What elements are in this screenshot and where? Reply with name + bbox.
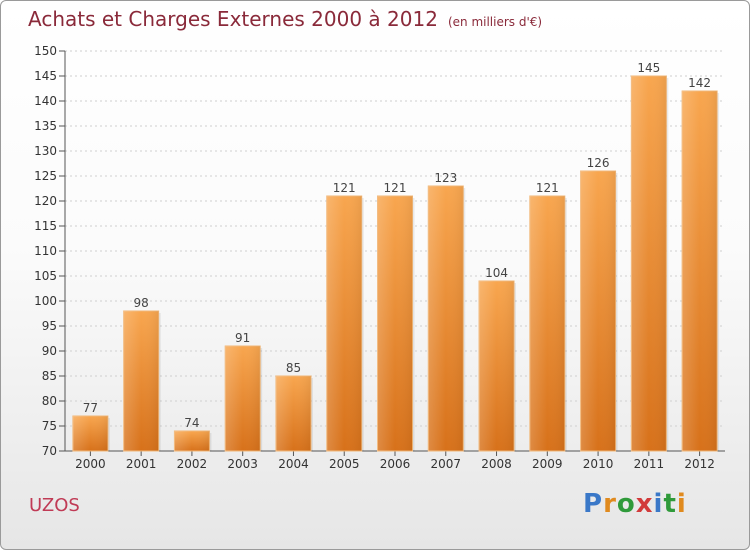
y-tick-label: 80 bbox=[42, 394, 57, 408]
x-tick-label: 2005 bbox=[329, 457, 360, 471]
data-label: 142 bbox=[688, 76, 711, 90]
data-label: 98 bbox=[134, 296, 149, 310]
x-tick-label: 2004 bbox=[278, 457, 309, 471]
data-label: 121 bbox=[536, 181, 559, 195]
y-tick-label: 130 bbox=[34, 144, 57, 158]
y-tick-label: 110 bbox=[34, 244, 57, 258]
bar-shine bbox=[580, 171, 616, 451]
chart-title: Achats et Charges Externes 2000 à 2012 (e… bbox=[28, 7, 542, 31]
data-label: 145 bbox=[637, 61, 660, 75]
y-tick-label: 140 bbox=[34, 94, 57, 108]
unit-note: (en milliers d'€) bbox=[447, 15, 543, 29]
y-tick-label: 120 bbox=[34, 194, 57, 208]
logo-letter: i bbox=[653, 489, 664, 519]
data-label: 126 bbox=[587, 156, 610, 170]
x-tick-label: 2003 bbox=[227, 457, 258, 471]
bar-shine bbox=[275, 376, 311, 451]
y-tick-label: 100 bbox=[34, 294, 57, 308]
y-tick-label: 90 bbox=[42, 344, 57, 358]
y-tick-label: 150 bbox=[34, 44, 57, 58]
data-label: 85 bbox=[286, 361, 301, 375]
x-tick-label: 2007 bbox=[430, 457, 461, 471]
x-tick-label: 2006 bbox=[380, 457, 411, 471]
data-label: 104 bbox=[485, 266, 508, 280]
logo-letter: i bbox=[676, 489, 687, 519]
place-name: UZOS bbox=[29, 495, 80, 516]
title-text: Achats et Charges Externes 2000 à 2012 bbox=[28, 7, 438, 31]
bar-shine bbox=[377, 196, 413, 451]
data-label: 123 bbox=[434, 171, 457, 185]
x-tick-label: 2010 bbox=[583, 457, 614, 471]
data-label: 121 bbox=[333, 181, 356, 195]
y-tick-label: 135 bbox=[34, 119, 57, 133]
bar-shine bbox=[123, 311, 159, 451]
data-label: 74 bbox=[184, 416, 199, 430]
logo-letter: x bbox=[635, 489, 654, 519]
x-tick-label: 2001 bbox=[126, 457, 157, 471]
x-tick-label: 2011 bbox=[634, 457, 665, 471]
y-tick-label: 95 bbox=[42, 319, 57, 333]
y-tick-label: 145 bbox=[34, 69, 57, 83]
logo-letter: P bbox=[583, 489, 604, 519]
bar-shine bbox=[479, 281, 515, 451]
bar-shine bbox=[174, 431, 210, 451]
y-tick-label: 70 bbox=[42, 444, 57, 458]
x-tick-label: 2008 bbox=[481, 457, 512, 471]
x-tick-label: 2002 bbox=[177, 457, 208, 471]
bar-shine bbox=[428, 186, 464, 451]
bar-shine bbox=[72, 416, 108, 451]
x-tick-label: 2000 bbox=[75, 457, 106, 471]
y-tick-label: 125 bbox=[34, 169, 57, 183]
y-tick-label: 115 bbox=[34, 219, 57, 233]
data-label: 91 bbox=[235, 331, 250, 345]
logo-letter: o bbox=[616, 489, 636, 519]
bar-shine bbox=[682, 91, 718, 451]
x-tick-label: 2012 bbox=[684, 457, 715, 471]
y-tick-label: 75 bbox=[42, 419, 57, 433]
logo-letter: r bbox=[603, 489, 617, 519]
logo-letter: t bbox=[663, 489, 677, 519]
x-tick-label: 2009 bbox=[532, 457, 563, 471]
bar-shine bbox=[326, 196, 362, 451]
data-label: 77 bbox=[83, 401, 98, 415]
bar-shine bbox=[225, 346, 261, 451]
data-label: 121 bbox=[384, 181, 407, 195]
bar-shine bbox=[529, 196, 565, 451]
y-tick-label: 105 bbox=[34, 269, 57, 283]
proxiti-logo: Proxiti bbox=[583, 489, 687, 519]
bar-shine bbox=[631, 76, 667, 451]
y-tick-label: 85 bbox=[42, 369, 57, 383]
